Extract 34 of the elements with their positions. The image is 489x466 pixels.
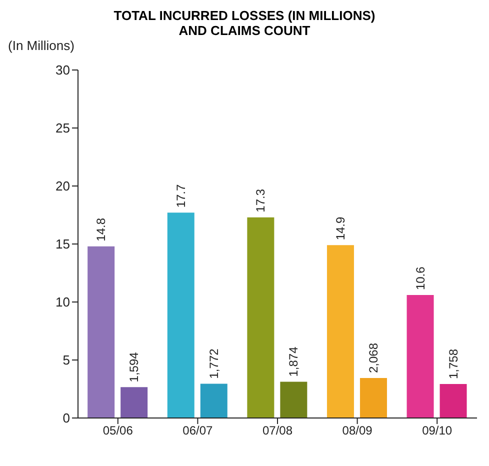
bar	[247, 217, 274, 418]
bar	[406, 295, 434, 418]
data-label: 1,758	[446, 348, 460, 380]
data-label: 1,874	[286, 346, 301, 377]
data-label: 14.9	[333, 216, 348, 240]
x-tick-label: 07/08	[262, 424, 293, 438]
data-label: 1,772	[206, 348, 221, 379]
y-tick-label: 25	[56, 120, 70, 136]
data-label: 17.7	[174, 184, 188, 208]
x-tick-label: 09/10	[422, 424, 452, 438]
data-label: 14.8	[94, 218, 108, 242]
y-tick-label: 20	[56, 178, 70, 194]
bar	[88, 246, 115, 418]
bar	[120, 387, 148, 418]
y-tick-label: 5	[62, 352, 70, 368]
data-label: 17.3	[254, 188, 268, 212]
x-tick-label: 06/07	[182, 424, 214, 438]
y-tick-label: 30	[56, 62, 70, 78]
bar	[167, 212, 194, 418]
bar	[280, 382, 308, 418]
bar	[440, 384, 467, 418]
y-tick-label: 10	[56, 294, 70, 310]
bar	[360, 378, 387, 418]
data-label: 10.6	[413, 266, 428, 290]
x-tick-label: 08/09	[342, 424, 373, 438]
bar	[326, 245, 354, 418]
x-tick-label: 05/06	[102, 424, 134, 438]
data-label: 1,594	[127, 352, 142, 382]
bar	[200, 384, 228, 418]
y-tick-label: 15	[56, 236, 70, 252]
y-tick-label: 0	[62, 410, 70, 426]
chart-title: TOTAL INCURRED LOSSES (IN MILLIONS) AND CLAIMS COUNT	[112, 8, 376, 38]
y-axis-title: (In Millions)	[8, 38, 74, 53]
data-label: 2,068	[366, 342, 380, 374]
